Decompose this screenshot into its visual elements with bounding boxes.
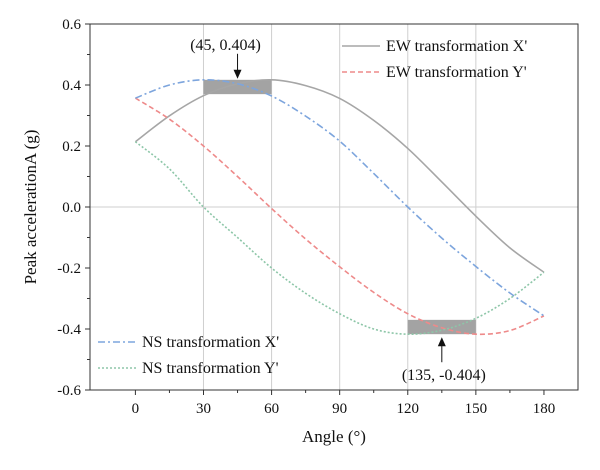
annotation-arrow-head	[233, 69, 242, 79]
legend-label: EW transformation X'	[386, 38, 527, 55]
y-tick-label: -0.4	[57, 322, 81, 338]
y-tick-label: 0.2	[62, 139, 81, 155]
series-line-0	[134, 78, 545, 273]
y-tick-label: -0.2	[57, 261, 81, 277]
x-tick-label: 120	[397, 401, 420, 417]
x-tick-label: 150	[465, 401, 488, 417]
y-axis-title: Peak accelerationA (g)	[21, 130, 40, 285]
series-line-2	[135, 79, 545, 317]
annotations: (45, 0.404) (135, -0.404)	[190, 37, 486, 384]
highlight-box	[203, 79, 272, 95]
legends: EW transformation X' EW transformation Y'…	[98, 38, 527, 377]
x-tick-label: 60	[264, 401, 279, 417]
annotation-label: (45, 0.404)	[190, 37, 261, 54]
axis-ticks: 0 30 60 90 120 150 180 -0.6 -0.4 -0.2 0.0 0.2 0.4 0.6	[57, 17, 555, 417]
x-tick-label: 180	[533, 401, 556, 417]
series-line-3	[134, 141, 545, 335]
series-line-1	[134, 97, 545, 336]
legend-label: EW transformation Y'	[386, 64, 527, 81]
legend-label: NS transformation Y'	[142, 360, 279, 377]
y-tick-label: 0.6	[62, 17, 81, 33]
x-tick-label: 0	[132, 401, 140, 417]
y-tick-label: -0.6	[57, 383, 81, 399]
legend-label: NS transformation X'	[142, 334, 279, 351]
annotation-arrow-head	[437, 337, 446, 347]
annotation-label: (135, -0.404)	[402, 367, 486, 384]
y-tick-label: 0.4	[62, 78, 81, 94]
x-tick-label: 30	[196, 401, 211, 417]
x-tick-label: 90	[332, 401, 347, 417]
series-layer	[134, 78, 545, 336]
y-tick-label: 0.0	[62, 200, 81, 216]
x-axis-title: Angle (°)	[302, 427, 366, 446]
